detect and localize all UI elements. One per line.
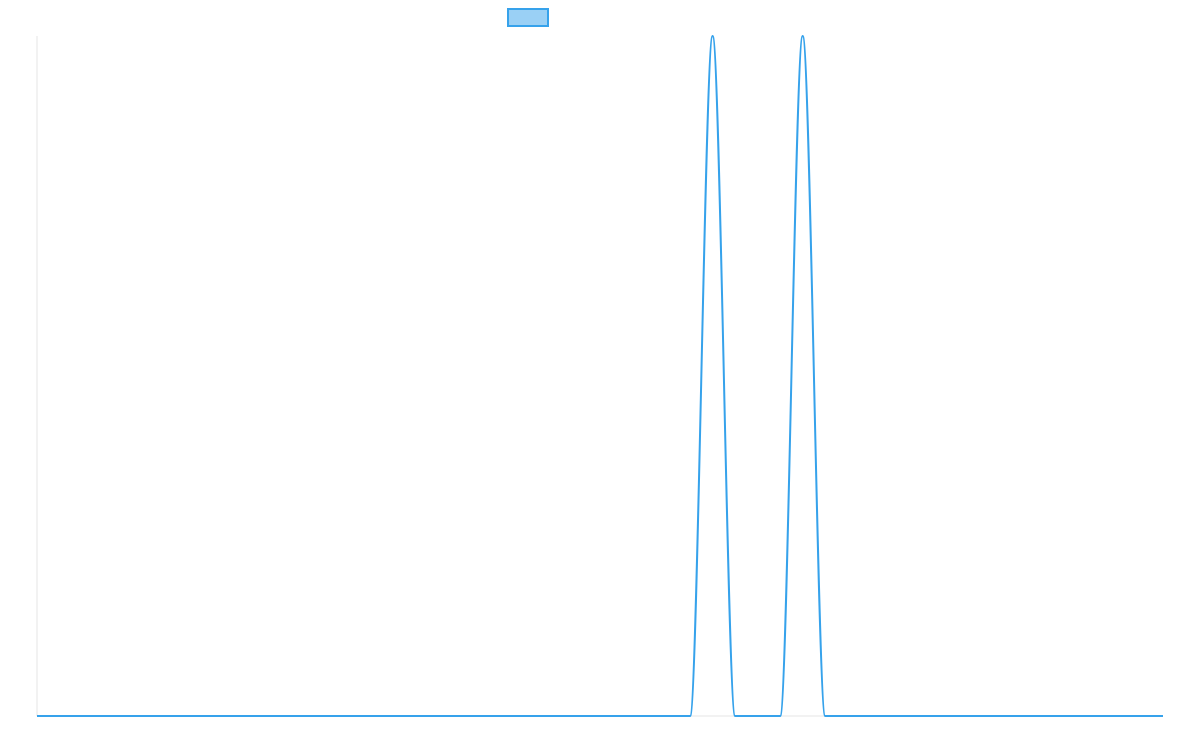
axes xyxy=(36,36,1163,717)
series-line-0 xyxy=(37,35,1163,717)
legend-swatch[interactable] xyxy=(507,8,549,27)
legend[interactable] xyxy=(507,8,549,27)
legend-item[interactable] xyxy=(507,8,549,27)
series-layer xyxy=(37,35,1163,717)
